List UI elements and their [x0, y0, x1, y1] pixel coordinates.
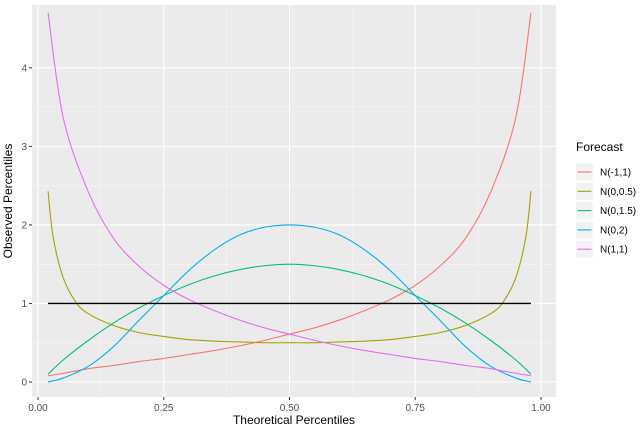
series-line-n-0-0-5: [47, 191, 532, 344]
y-tick-label: 1: [21, 299, 27, 310]
legend: Forecast N(-1,1) N(0,0.5) N(0,1.5) N(0,2) N(…: [576, 140, 636, 258]
series-line-n-0-2: [47, 224, 532, 383]
plot-panel: [32, 5, 556, 397]
grid: [32, 5, 556, 397]
legend-title: Forecast: [576, 140, 623, 154]
y-tick-label: 2: [21, 220, 27, 231]
series-line-n-0-1-5: [47, 263, 532, 375]
x-tick-label: 0.75: [406, 403, 426, 414]
legend-label-n-1-1: N(-1,1): [600, 168, 631, 179]
x-tick-label: 1.00: [531, 403, 551, 414]
x-axis-title: Theoretical Percentiles: [233, 413, 355, 427]
legend-label-n-0-0-5: N(0,0.5): [600, 187, 636, 198]
x-tick-label: 0.25: [154, 403, 174, 414]
series-line-n-1-1: [47, 12, 532, 377]
y-tick-label: 3: [21, 142, 27, 153]
legend-label-n-0-1-5: N(0,1.5): [600, 206, 636, 217]
series-line-n-1-1: [47, 12, 532, 377]
x-tick-label: 0.00: [28, 403, 48, 414]
series-layer: [47, 12, 532, 383]
y-axis-title: Observed Percentiles: [1, 144, 15, 259]
axes: 0.00 0.25 0.50 0.75 1.00 0 1 2 3 4: [21, 63, 551, 414]
x-tick-label: 0.50: [280, 403, 300, 414]
legend-label-n-0-2: N(0,2): [600, 225, 628, 236]
y-tick-label: 4: [21, 63, 27, 74]
y-tick-label: 0: [21, 378, 27, 389]
legend-label-n-1-1: N(1,1): [600, 245, 628, 256]
